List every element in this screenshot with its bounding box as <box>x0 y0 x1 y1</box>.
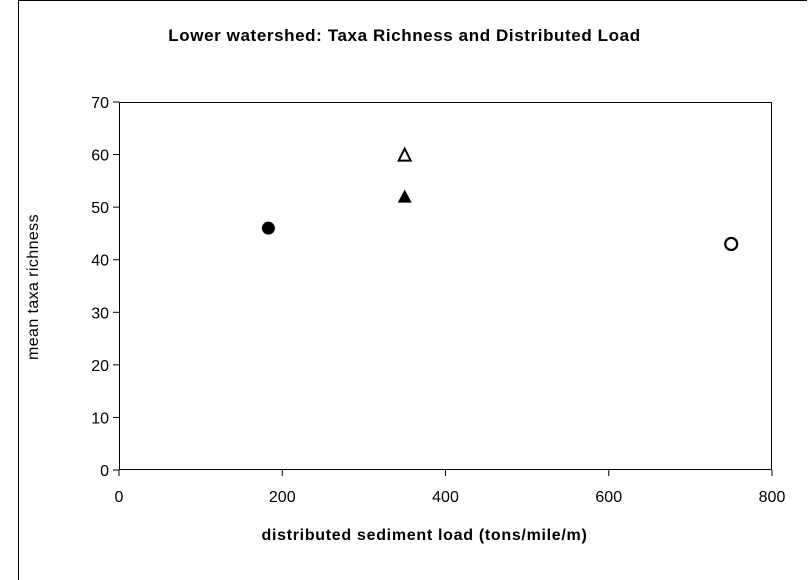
x-tick-label: 600 <box>595 489 622 506</box>
y-tick-label: 10 <box>91 410 109 427</box>
plot-area <box>119 102 772 470</box>
x-tick-label: 200 <box>269 489 296 506</box>
x-tick-label: 800 <box>759 489 786 506</box>
y-tick-label: 60 <box>91 148 109 165</box>
data-point-open-triangle <box>397 146 413 162</box>
data-point-open-circle <box>724 236 739 252</box>
y-tick-label: 70 <box>91 95 109 112</box>
y-tick-label: 30 <box>91 305 109 322</box>
chart-frame <box>18 0 807 580</box>
data-point-filled-circle <box>261 221 275 235</box>
data-point-filled-triangle <box>397 189 412 203</box>
chart-title: Lower watershed: Taxa Richness and Distr… <box>168 26 641 45</box>
x-tick-label: 400 <box>432 489 459 506</box>
x-tick-label: 0 <box>115 489 124 506</box>
y-tick-label: 20 <box>91 358 109 375</box>
y-tick-label: 0 <box>100 463 109 480</box>
x-axis-label: distributed sediment load (tons/mile/m) <box>261 527 588 544</box>
y-tick-label: 40 <box>91 253 109 270</box>
y-tick-label: 50 <box>91 200 109 217</box>
